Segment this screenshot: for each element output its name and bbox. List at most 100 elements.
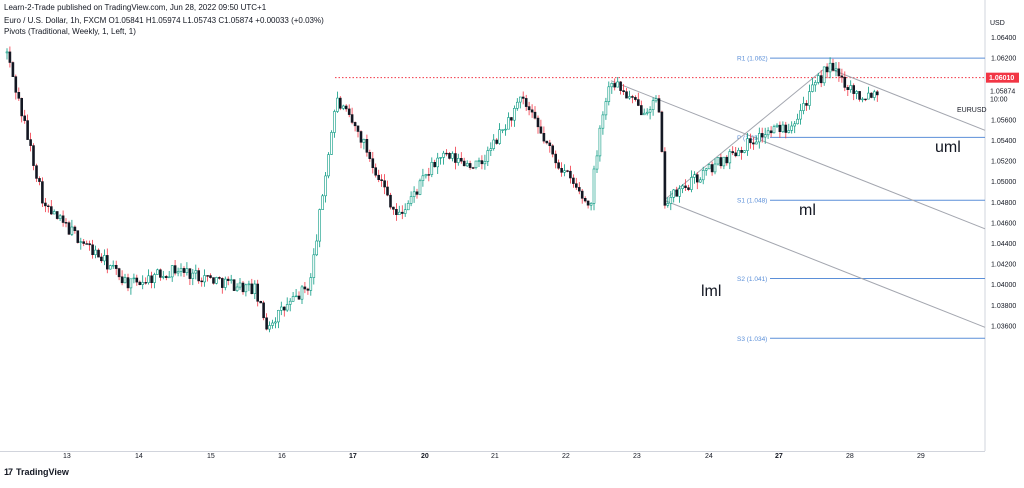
candle	[395, 203, 398, 221]
candle-body	[858, 91, 861, 100]
candle	[778, 121, 782, 138]
candle-body	[725, 156, 729, 164]
candle	[194, 264, 198, 280]
candle-body	[221, 278, 224, 288]
candle	[300, 285, 304, 304]
candle-body	[185, 268, 189, 274]
candle-body	[731, 151, 735, 154]
candle-body	[872, 91, 876, 98]
candle	[837, 62, 841, 82]
candle-body	[695, 174, 699, 183]
candle-body	[167, 276, 171, 279]
candle	[834, 62, 838, 77]
currency-label: USD	[990, 20, 1005, 27]
candle	[728, 149, 732, 170]
candle-body	[595, 155, 599, 170]
andrews-pitchfork[interactable]: uml ml lml	[610, 66, 986, 328]
candle	[781, 121, 785, 133]
candle-body	[277, 309, 280, 323]
candle-body	[583, 198, 587, 202]
candle-body	[338, 97, 342, 109]
candle-body	[200, 280, 203, 283]
time-axis[interactable]: 13 14 15 16 17 20 21 22 23 24 27 28 29	[63, 453, 925, 460]
candle	[468, 160, 472, 170]
candle	[165, 275, 168, 281]
candle	[693, 171, 696, 184]
candle-body	[589, 203, 593, 206]
candle-body	[433, 162, 437, 168]
candle	[613, 78, 617, 91]
candle	[144, 277, 147, 285]
candle	[277, 309, 280, 329]
candle	[61, 210, 65, 227]
candle-body	[811, 84, 814, 92]
candle-body	[654, 98, 658, 102]
candle	[634, 95, 637, 102]
candle	[241, 281, 245, 295]
candle-body	[106, 255, 109, 270]
candle	[232, 279, 236, 291]
candles[interactable]	[5, 46, 879, 333]
candle-body	[5, 51, 9, 54]
candle-body	[681, 185, 684, 189]
candle	[648, 106, 652, 120]
candle-body	[757, 133, 761, 143]
candle-body	[604, 101, 608, 116]
candle-body	[492, 139, 496, 149]
pivot-label: S1 (1.048)	[737, 198, 767, 205]
candle-body	[477, 160, 481, 162]
candle	[111, 260, 115, 269]
candle	[725, 155, 729, 166]
candle-body	[787, 130, 791, 133]
candle	[312, 248, 316, 285]
candle	[26, 114, 29, 140]
candle-body	[802, 103, 805, 111]
candle	[536, 115, 540, 134]
candle	[825, 63, 829, 79]
candle-body	[147, 275, 150, 283]
tradingview-logo[interactable]: 17 TradingView	[4, 467, 69, 477]
candle	[855, 90, 858, 100]
candle	[244, 283, 248, 297]
candle-body	[867, 92, 870, 100]
candle	[743, 150, 746, 154]
candle	[754, 135, 758, 145]
candle-body	[639, 105, 643, 116]
candle	[55, 211, 59, 220]
candle-body	[713, 163, 717, 173]
candle-body	[852, 85, 856, 94]
candle	[669, 191, 673, 211]
candle	[291, 292, 295, 302]
candle	[430, 157, 434, 178]
candle-body	[569, 170, 572, 179]
candle-body	[206, 275, 209, 277]
candle	[356, 125, 360, 138]
candle	[639, 100, 643, 116]
candle-body	[11, 62, 15, 77]
candle-body	[285, 304, 289, 311]
candle-body	[350, 114, 354, 123]
candle-body	[46, 205, 50, 207]
candle-body	[362, 139, 366, 143]
pivot-label: R1 (1.062)	[737, 56, 768, 63]
candle-body	[548, 142, 552, 146]
candle	[380, 174, 383, 187]
candle	[831, 58, 835, 72]
candle	[442, 150, 445, 165]
current-price-tag	[986, 85, 1019, 104]
y-tick-label: 1.05400	[991, 138, 1016, 145]
candle	[710, 161, 714, 176]
symbol-ohlc-text: Euro / U.S. Dollar, 1h, FXCM O1.05841 H1…	[4, 16, 324, 25]
candle-body	[120, 276, 124, 284]
candle-body	[300, 286, 304, 300]
candle-body	[259, 300, 263, 304]
candle	[253, 280, 257, 299]
candle-body	[613, 83, 617, 88]
pivots-indicator-text[interactable]: Pivots (Traditional, Weekly, 1, Left, 1)	[4, 27, 136, 36]
candle-body	[619, 81, 622, 91]
candle	[88, 240, 91, 251]
candle-body	[91, 244, 94, 256]
x-tick-label: 27	[775, 453, 783, 460]
